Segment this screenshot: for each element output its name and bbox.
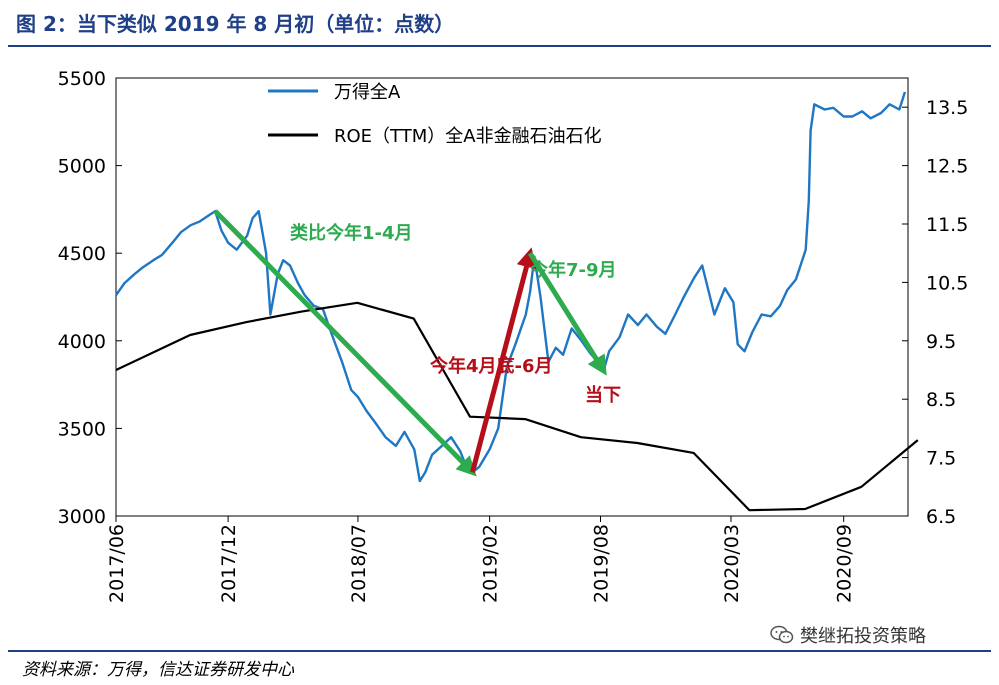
legend-label-wind-a: 万得全A <box>334 82 401 103</box>
annotation-arrow-0 <box>213 209 477 477</box>
title-divider <box>8 45 991 47</box>
source-note: 资料来源：万得，信达证券研发中心 <box>22 660 294 680</box>
y-left-tick-label: 4500 <box>58 243 106 265</box>
y-right-tick-label: 6.5 <box>926 506 956 528</box>
watermark: 樊继拓投资策略 <box>770 622 926 648</box>
y-right-axis: 6.5 7.5 8.5 9.5 10.5 11.5 12.5 13.5 <box>902 97 968 528</box>
annotation-arrows <box>213 209 607 477</box>
x-tick-label: 2017/12 <box>218 524 240 603</box>
watermark-label: 樊继拓投资策略 <box>800 626 926 647</box>
footer-divider <box>8 650 991 652</box>
series-line-roe <box>115 301 919 512</box>
annotation-arrow-1 <box>470 247 537 473</box>
y-left-tick-label: 3000 <box>58 506 106 528</box>
annotation-label-jul-sep: 今年7-9月 <box>530 259 617 281</box>
y-left-tick-label: 5000 <box>58 156 106 178</box>
annotation-label-now: 当下 <box>585 384 621 406</box>
y-left-tick-label: 3500 <box>58 418 106 440</box>
x-tick-label: 2019/08 <box>591 524 613 603</box>
legend: 万得全A ROE（TTM）全A非金融石油石化 <box>268 82 602 147</box>
y-right-tick-label: 7.5 <box>926 448 956 470</box>
y-left-tick-label: 5500 <box>58 68 106 90</box>
x-tick-label: 2018/07 <box>348 524 370 603</box>
x-tick-label: 2019/02 <box>480 524 502 603</box>
annotation-label-apr-jun: 今年4月底-6月 <box>430 355 553 377</box>
x-axis: 2017/06 2017/12 2018/07 2019/02 2019/08 2020/… <box>106 516 856 603</box>
y-right-tick-label: 10.5 <box>926 272 968 294</box>
legend-label-roe: ROE（TTM）全A非金融石油石化 <box>334 126 602 147</box>
y-right-tick-label: 9.5 <box>926 331 956 353</box>
y-left-tick-label: 4000 <box>58 331 106 353</box>
wechat-icon <box>770 625 794 644</box>
plot-area-frame <box>115 77 909 517</box>
y-right-tick-label: 13.5 <box>926 97 968 119</box>
page-title: 图 2：当下类似 2019 年 8 月初（单位：点数） <box>16 12 455 36</box>
y-right-tick-label: 12.5 <box>926 156 968 178</box>
series-line-wind-a <box>115 91 907 483</box>
series-lines <box>115 91 919 512</box>
y-left-axis: 3000 3500 4000 4500 5000 5500 <box>58 68 122 528</box>
x-tick-label: 2020/03 <box>721 524 743 603</box>
x-tick-label: 2017/06 <box>106 524 128 603</box>
y-right-tick-label: 11.5 <box>926 214 968 236</box>
annotation-label-jan-apr: 类比今年1-4月 <box>290 222 413 244</box>
y-right-tick-label: 8.5 <box>926 389 956 411</box>
annotation-arrow-2 <box>527 251 607 376</box>
x-tick-label: 2020/09 <box>834 524 856 603</box>
